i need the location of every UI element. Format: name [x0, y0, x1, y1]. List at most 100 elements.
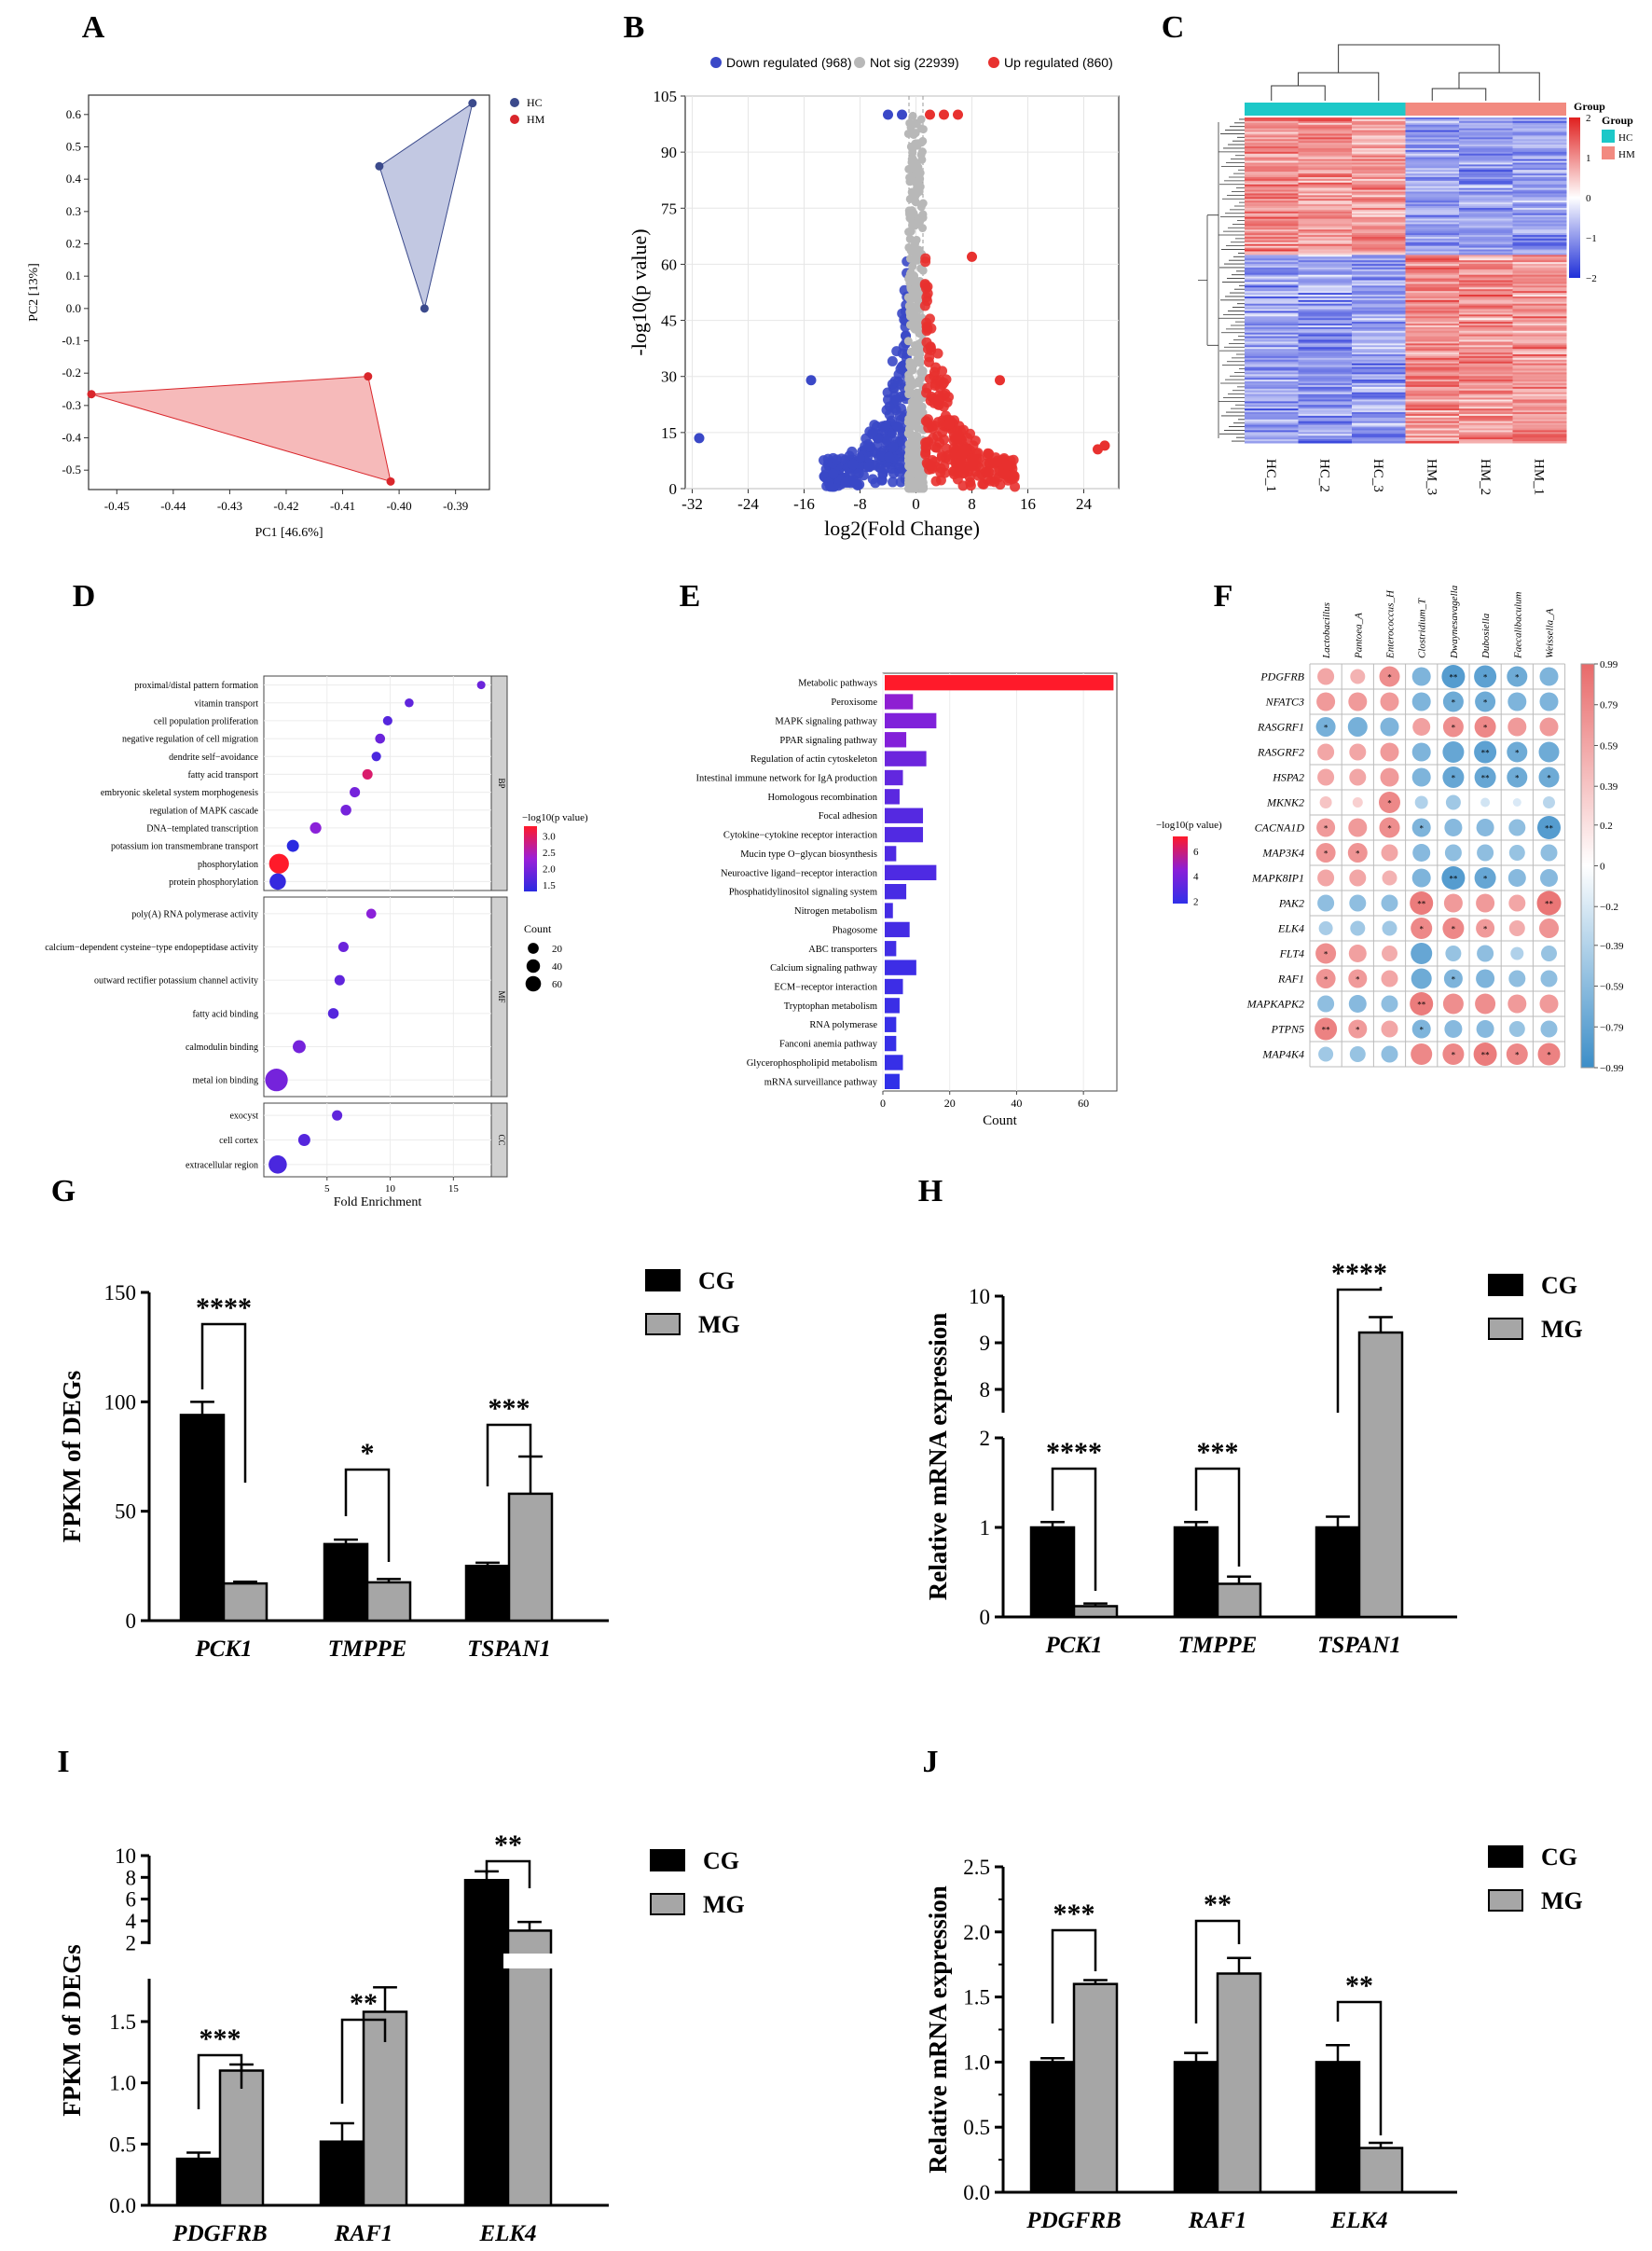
- heat-cell: [1245, 424, 1299, 428]
- pathway-label: Mucin type O−glycan biosynthesis: [740, 849, 877, 860]
- heat-cell: [1459, 309, 1513, 311]
- heat-cell: [1245, 312, 1299, 315]
- corr-circle: [1350, 920, 1366, 936]
- heat-cell: [1405, 187, 1460, 191]
- heat-cell: [1405, 303, 1460, 307]
- term-dot: [365, 908, 377, 919]
- column-label: Dubosiella: [1480, 613, 1492, 659]
- heat-cell: [1405, 347, 1460, 350]
- heat-cell: [1245, 269, 1299, 272]
- heat-cell: [1245, 243, 1299, 247]
- corr-circle: [1315, 843, 1336, 863]
- heat-cell: [1459, 282, 1513, 284]
- heat-cell: [1512, 351, 1567, 353]
- y-tick-label: 6: [126, 1888, 137, 1912]
- down-point: [895, 403, 906, 414]
- heat-cell: [1459, 195, 1513, 198]
- row-label: MAPKAPK2: [1246, 998, 1304, 1011]
- heat-cell: [1512, 299, 1567, 303]
- heat-cell: [1512, 410, 1567, 413]
- heat-cell: [1298, 359, 1353, 363]
- heat-cell: [1352, 432, 1406, 435]
- heat-cell: [1298, 353, 1353, 357]
- heat-cell: [1459, 153, 1513, 157]
- heat-cell: [1245, 419, 1299, 422]
- heat-cell: [1459, 178, 1513, 182]
- heat-cell: [1405, 415, 1460, 419]
- heat-cell: [1245, 149, 1299, 153]
- y-tick-label: 45: [661, 312, 677, 330]
- heat-cell: [1459, 291, 1513, 294]
- heat-cell: [1512, 267, 1567, 270]
- legend-swatch: [1602, 130, 1615, 143]
- down-point: [896, 379, 907, 390]
- heat-cell: [1459, 191, 1513, 194]
- heat-cell: [1459, 326, 1513, 330]
- heat-cell: [1245, 118, 1299, 122]
- heat-cell: [1512, 262, 1567, 265]
- heat-cell: [1245, 324, 1299, 326]
- heat-cell: [1512, 151, 1567, 155]
- bar-cg: [179, 1414, 226, 1623]
- corr-circle: [1381, 894, 1398, 912]
- heat-cell: [1298, 141, 1353, 144]
- heat-cell: [1352, 324, 1406, 326]
- pathway-bar: [885, 1055, 903, 1070]
- y-tick-label: 0.2: [66, 236, 81, 250]
- heat-cell: [1459, 372, 1513, 375]
- heat-cell: [1352, 216, 1406, 220]
- term-label: extracellular region: [186, 1160, 258, 1170]
- heat-cell: [1405, 336, 1460, 339]
- heat-cell: [1405, 218, 1460, 222]
- heat-cell: [1512, 439, 1567, 442]
- heat-cell: [1352, 135, 1406, 138]
- corr-circle: [1508, 920, 1525, 936]
- heat-cell: [1459, 415, 1513, 419]
- colorbar-title: −log10(p value): [522, 812, 588, 823]
- heat-cell: [1405, 430, 1460, 433]
- bar-cg: [1029, 2061, 1076, 2194]
- heat-cell: [1405, 124, 1460, 128]
- heat-cell: [1298, 336, 1353, 339]
- heat-cell: [1298, 172, 1353, 174]
- heat-cell: [1245, 439, 1299, 442]
- heat-cell: [1352, 376, 1406, 379]
- y-tick-label: 0.0: [109, 2194, 136, 2217]
- heat-cell: [1245, 314, 1299, 317]
- heat-cell: [1459, 305, 1513, 309]
- heat-cell: [1298, 226, 1353, 228]
- corr-circle: [1540, 970, 1558, 987]
- heat-cell: [1298, 428, 1353, 431]
- legend-swatch: [1488, 1889, 1523, 1912]
- heat-cell: [1298, 168, 1353, 171]
- not-sig-point: [912, 235, 921, 244]
- significance-star: *: [1515, 774, 1520, 783]
- legend-marker: [510, 115, 519, 124]
- row-label: MAP3K4: [1261, 847, 1304, 860]
- heat-cell: [1459, 209, 1513, 213]
- facet-label: BP: [497, 778, 506, 788]
- scale-tick-label: 2: [1586, 113, 1591, 124]
- heat-cell: [1512, 120, 1567, 124]
- not-sig-point: [911, 449, 920, 459]
- heat-cell: [1245, 218, 1299, 222]
- heat-cell: [1405, 235, 1460, 238]
- heat-cell: [1405, 175, 1460, 178]
- heat-cell: [1459, 176, 1513, 180]
- heat-cell: [1459, 419, 1513, 422]
- heat-cell: [1405, 301, 1460, 305]
- heat-cell: [1459, 151, 1513, 155]
- heat-cell: [1298, 120, 1353, 124]
- heat-cell: [1512, 376, 1567, 379]
- heat-cell: [1512, 343, 1567, 346]
- heat-cell: [1245, 278, 1299, 281]
- legend-marker: [710, 57, 722, 68]
- corr-circle: [1512, 798, 1521, 807]
- heat-cell: [1245, 166, 1299, 169]
- significance-star: *: [1547, 1051, 1551, 1060]
- heat-cell: [1298, 365, 1353, 368]
- heat-cell: [1352, 247, 1406, 251]
- corr-circle: [1317, 869, 1335, 887]
- heat-cell: [1405, 236, 1460, 240]
